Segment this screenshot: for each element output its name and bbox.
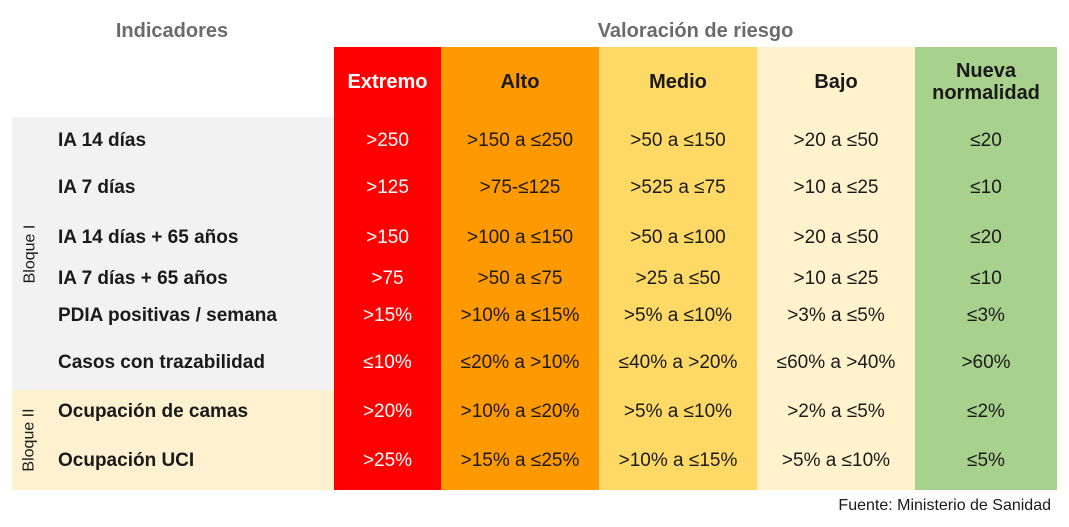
indicator-label: Casos con trazabilidad [58,352,265,373]
threshold-cell: ≤10 [970,268,1002,289]
threshold-cell: >10% a ≤15% [618,450,738,471]
indicator-label: Ocupación de camas [58,401,249,422]
threshold-cell: >10 a ≤25 [793,268,879,289]
block-1-label: Bloque I [12,117,48,390]
risk-level-header: Medio [649,71,707,93]
threshold-cell: >20 a ≤50 [793,130,879,151]
threshold-cell: >10% a ≤20% [460,401,580,422]
risk-column-medio: Medio >50 a ≤150 >525 a ≤75 >50 a ≤100 >25 a… [599,47,757,490]
indicator-label: IA 7 días [58,177,136,198]
threshold-cell: ≤20 [970,227,1002,248]
threshold-cell: >5% a ≤10% [623,401,733,422]
risk-column-bajo: Bajo >20 a ≤50 >10 a ≤25 >20 a ≤50 >10 a ≤25… [757,47,915,490]
threshold-cell: >5% a ≤10% [623,305,733,326]
block-2-background [12,390,334,490]
threshold-cell: ≤10% [363,352,412,373]
threshold-cell: >2% a ≤5% [787,401,885,422]
threshold-cell: >20 a ≤50 [793,227,879,248]
indicators-header: Indicadores [115,20,229,42]
threshold-cell: >15% a ≤25% [460,450,580,471]
indicator-label: IA 14 días [58,130,147,151]
threshold-cell: ≤3% [967,305,1005,326]
risk-level-header: Extremo [347,71,428,93]
threshold-cell: >15% [362,305,413,326]
indicator-label: IA 14 días + 65 años [58,227,239,248]
threshold-cell: >100 a ≤150 [466,227,574,248]
threshold-cell: ≤20 [970,130,1002,151]
threshold-cell: >60% [961,352,1011,373]
threshold-cell: >50 a ≤100 [630,227,726,248]
risk-level-header: Nueva normalidad [932,60,1040,104]
threshold-cell: ≤60% a >40% [776,352,896,373]
threshold-cell: >75 [371,268,404,289]
threshold-cell: >10 a ≤25 [793,177,879,198]
threshold-cell: >75-≤125 [479,177,561,198]
threshold-cell: >525 a ≤75 [630,177,726,198]
block-2-label: Bloque II [12,390,48,490]
block-1-background [12,117,334,390]
risk-column-nueva-normalidad: Nueva normalidad ≤20 ≤10 ≤20 ≤10 ≤3% >60% ≤2% ≤5… [915,47,1057,490]
threshold-cell: >20% [362,401,413,422]
indicator-label: PDIA positivas / semana [58,305,277,326]
threshold-cell: >10% a ≤15% [460,305,580,326]
threshold-cell: ≤2% [967,401,1005,422]
indicator-label: IA 7 días + 65 años [58,268,228,289]
threshold-cell: >25% [362,450,413,471]
block-1-label-text: Bloque I [21,224,38,283]
threshold-cell: >50 a ≤75 [477,268,563,289]
indicator-label: Ocupación UCI [58,450,195,471]
threshold-cell: >3% a ≤5% [787,305,885,326]
threshold-cell: >150 a ≤250 [466,130,574,151]
threshold-cell: >25 a ≤50 [635,268,721,289]
risk-column-extremo: Extremo >250 >125 >150 >75 >15% ≤10% >20% >25% [334,47,441,490]
threshold-cell: >125 [366,177,409,198]
block-2-label-text: Bloque II [21,408,38,472]
risk-level-header: Bajo [814,71,858,93]
source-note: Fuente: Ministerio de Sanidad [838,497,1051,514]
risk-level-header: Alto [500,71,540,93]
threshold-cell: >50 a ≤150 [630,130,726,151]
threshold-cell: ≤10 [970,177,1002,198]
threshold-cell: ≤5% [967,450,1005,471]
risk-column-alto: Alto >150 a ≤250 >75-≤125 >100 a ≤150 >50 a … [441,47,599,490]
threshold-cell: >5% a ≤10% [781,450,891,471]
threshold-cell: ≤40% a >20% [618,352,738,373]
threshold-cell: >250 [366,130,409,151]
threshold-cell: >150 [366,227,409,248]
risk-assessment-header: Valoración de riesgo [597,20,794,42]
threshold-cell: ≤20% a >10% [460,352,580,373]
